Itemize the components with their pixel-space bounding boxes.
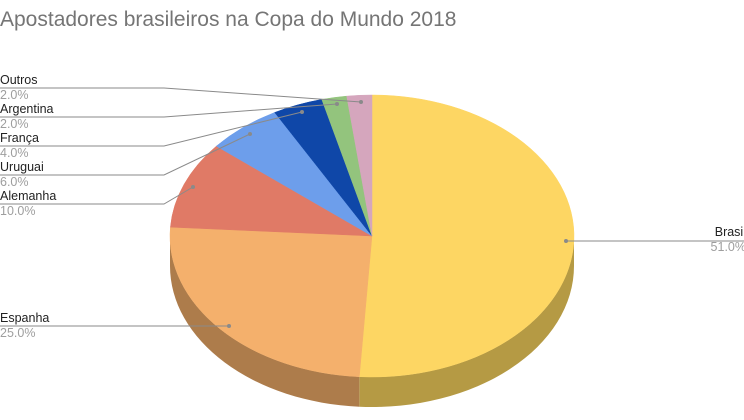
leader-line-outros <box>0 87 362 103</box>
label-franca: França 4.0% <box>0 131 39 160</box>
label-espanha: Espanha 25.0% <box>0 311 50 340</box>
leader-line-uruguai <box>0 133 251 176</box>
pie-side-walls <box>170 236 574 407</box>
label-uruguai: Uruguai 6.0% <box>0 160 44 189</box>
slice-brasil[interactable] <box>359 94 575 378</box>
side-wall-espanha <box>170 236 360 407</box>
leader-line-argentina <box>0 103 338 118</box>
leader-line-alemanha <box>0 186 194 205</box>
leader-dot-brasil <box>564 239 568 243</box>
leader-dot-uruguai <box>248 132 252 136</box>
slice-alemanha[interactable] <box>170 145 373 237</box>
leader-lines <box>0 87 744 328</box>
chart-title: Apostadores brasileiros na Copa do Mundo… <box>0 8 457 31</box>
slice-outros[interactable] <box>346 94 373 237</box>
label-alemanha: Alemanha 10.0% <box>0 189 57 218</box>
leader-dot-alemanha <box>191 185 195 189</box>
leader-dot-argentina <box>335 102 339 106</box>
pie-slices <box>169 94 575 378</box>
label-brasil: Brasil 51.0% <box>710 225 744 254</box>
leader-dot-espanha <box>227 324 231 328</box>
leader-dot-frança <box>300 110 304 114</box>
leader-line-frança <box>0 111 303 147</box>
side-wall-brasil <box>359 236 574 407</box>
leader-dot-outros <box>359 100 363 104</box>
label-outros: Outros 2.0% <box>0 73 38 102</box>
slice-espanha[interactable] <box>169 226 373 377</box>
label-argentina: Argentina 2.0% <box>0 102 54 131</box>
